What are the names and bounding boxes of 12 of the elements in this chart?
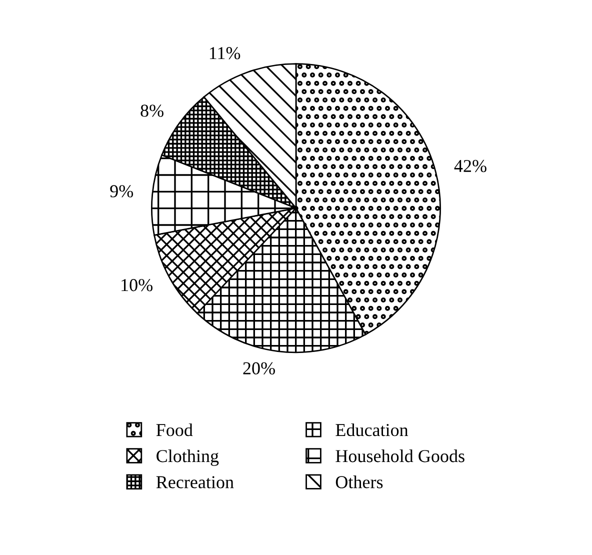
legend-label: Household Goods bbox=[336, 449, 464, 462]
data-label: 20% bbox=[243, 362, 275, 374]
data-label: 11% bbox=[210, 47, 240, 60]
data-label: 42% bbox=[454, 160, 486, 172]
legend-label: Recreation bbox=[156, 476, 234, 488]
legend-label: Food bbox=[156, 423, 193, 436]
legend-label: Others bbox=[336, 476, 383, 488]
data-label: 10% bbox=[122, 279, 152, 292]
legend-label: Clothing bbox=[156, 449, 219, 466]
legend-label: Education bbox=[336, 423, 408, 436]
data-label: 8% bbox=[140, 104, 164, 117]
data-label: 9% bbox=[110, 185, 134, 198]
